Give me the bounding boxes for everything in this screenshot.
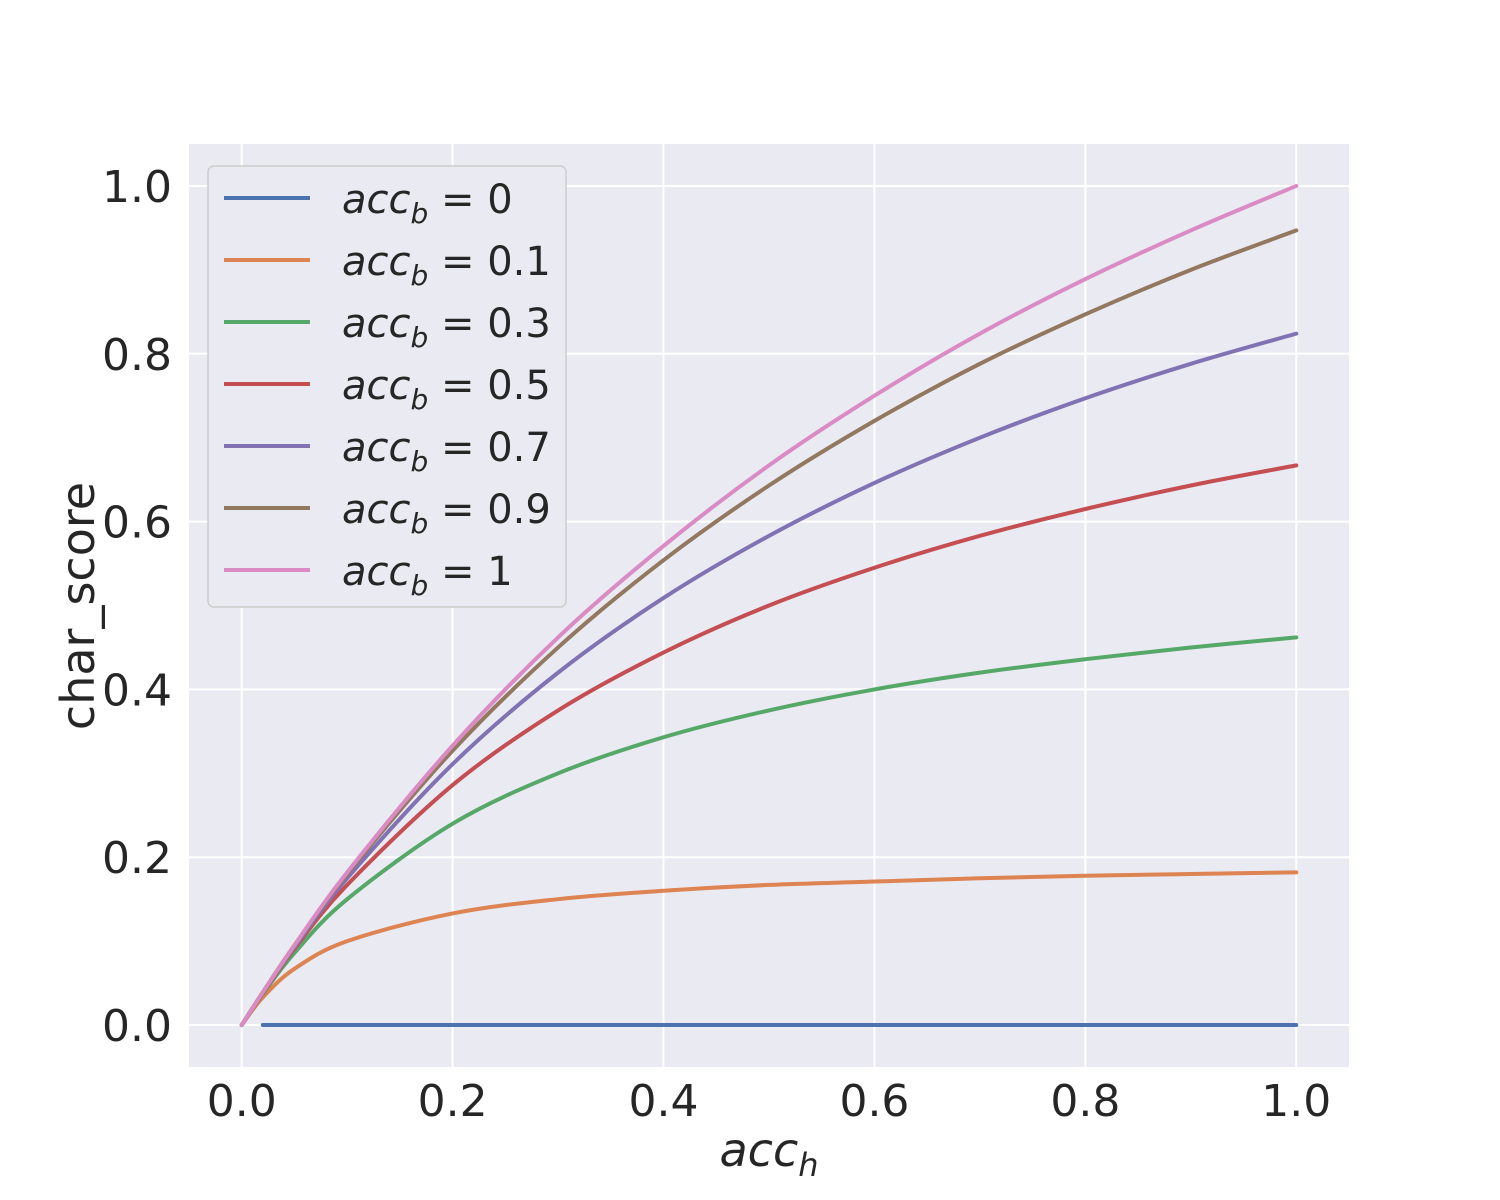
- y-tick-label: 0.8: [102, 330, 172, 381]
- legend-label: accb = 0.7: [342, 425, 551, 478]
- y-tick-label: 0.6: [102, 498, 172, 549]
- legend-label: accb = 1: [342, 549, 513, 602]
- series-line-1: [239, 870, 1299, 1028]
- y-tick-label: 0.0: [102, 1001, 172, 1052]
- x-axis-label: acch: [719, 1123, 818, 1184]
- legend-label: accb = 0.3: [342, 301, 551, 354]
- legend-label: accb = 0.1: [342, 239, 551, 292]
- series-lines: [239, 183, 1299, 1028]
- legend-label: accb = 0: [342, 177, 513, 230]
- x-tick-label: 0.6: [839, 1076, 909, 1127]
- legend-label: accb = 0.9: [342, 487, 551, 540]
- series-line-6: [239, 183, 1299, 1028]
- legend-label: accb = 0.5: [342, 363, 551, 416]
- x-tick-label: 0.8: [1050, 1076, 1120, 1127]
- y-tick-label: 1.0: [102, 162, 172, 213]
- series-line-2: [239, 635, 1299, 1028]
- y-axis-label: char_score: [51, 482, 105, 730]
- x-tick-labels: 0.0 0.2 0.4 0.6 0.8 1.0: [207, 1076, 1332, 1127]
- y-tick-label: 0.2: [102, 833, 172, 884]
- x-tick-label: 0.0: [207, 1076, 277, 1127]
- y-tick-labels: 0.0 0.2 0.4 0.6 0.8 1.0: [102, 162, 172, 1052]
- x-tick-label: 1.0: [1261, 1076, 1331, 1127]
- x-tick-label: 0.4: [629, 1076, 699, 1127]
- legend: accb = 0 accb = 0.1 accb = 0.3 accb = 0.5 ac…: [207, 165, 567, 608]
- x-tick-label: 0.2: [418, 1076, 488, 1127]
- y-tick-label: 0.4: [102, 665, 172, 716]
- legend-box: [207, 165, 567, 608]
